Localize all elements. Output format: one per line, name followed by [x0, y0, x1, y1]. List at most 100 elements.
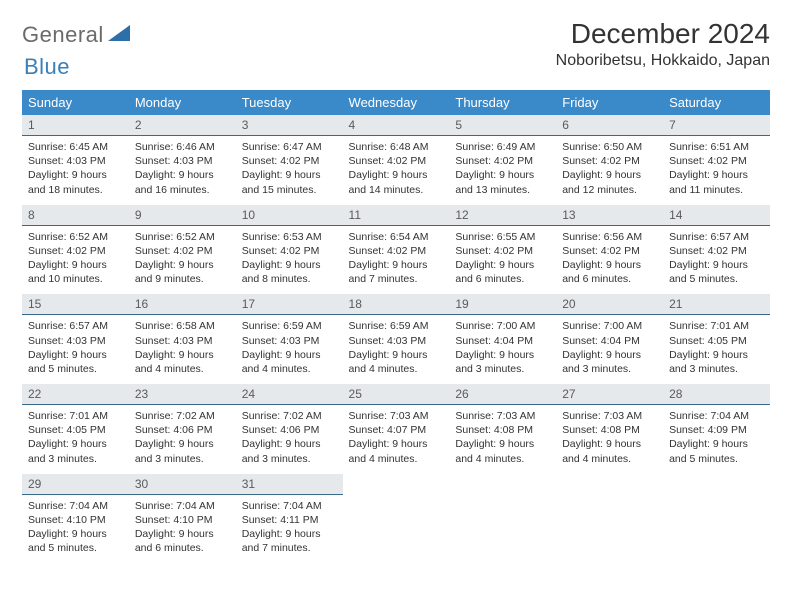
sunset-line: Sunset: 4:03 PM — [242, 334, 337, 348]
sunset-line: Sunset: 4:10 PM — [28, 513, 123, 527]
day-detail-cell: Sunrise: 7:03 AMSunset: 4:07 PMDaylight:… — [343, 405, 450, 474]
daylight-line: Daylight: 9 hours and 6 minutes. — [562, 258, 657, 286]
sunset-line: Sunset: 4:05 PM — [28, 423, 123, 437]
day-detail-cell: Sunrise: 6:47 AMSunset: 4:02 PMDaylight:… — [236, 136, 343, 205]
sunrise-line: Sunrise: 6:52 AM — [28, 230, 123, 244]
sunrise-line: Sunrise: 7:03 AM — [562, 409, 657, 423]
day-number-cell: 29 — [22, 474, 129, 495]
day-number-cell: 4 — [343, 115, 450, 136]
daylight-line: Daylight: 9 hours and 5 minutes. — [669, 437, 764, 465]
logo-triangle-icon — [108, 25, 130, 44]
day-detail-cell: Sunrise: 6:58 AMSunset: 4:03 PMDaylight:… — [129, 315, 236, 384]
daylight-line: Daylight: 9 hours and 5 minutes. — [28, 348, 123, 376]
weekday-header: Wednesday — [343, 90, 450, 115]
detail-row: Sunrise: 6:57 AMSunset: 4:03 PMDaylight:… — [22, 315, 770, 384]
weekday-header-row: Sunday Monday Tuesday Wednesday Thursday… — [22, 90, 770, 115]
day-detail-cell: Sunrise: 7:01 AMSunset: 4:05 PMDaylight:… — [22, 405, 129, 474]
day-number-cell: 9 — [129, 205, 236, 226]
day-number-cell: 16 — [129, 294, 236, 315]
day-number-cell: 2 — [129, 115, 236, 136]
day-number-cell: 10 — [236, 205, 343, 226]
daylight-line: Daylight: 9 hours and 15 minutes. — [242, 168, 337, 196]
sunrise-line: Sunrise: 6:51 AM — [669, 140, 764, 154]
daynum-row: 15161718192021 — [22, 294, 770, 315]
sunrise-line: Sunrise: 6:59 AM — [242, 319, 337, 333]
daylight-line: Daylight: 9 hours and 3 minutes. — [455, 348, 550, 376]
sunrise-line: Sunrise: 7:03 AM — [455, 409, 550, 423]
sunrise-line: Sunrise: 6:46 AM — [135, 140, 230, 154]
daylight-line: Daylight: 9 hours and 8 minutes. — [242, 258, 337, 286]
day-number-cell: 6 — [556, 115, 663, 136]
day-number-cell: 14 — [663, 205, 770, 226]
day-detail-cell: Sunrise: 6:57 AMSunset: 4:03 PMDaylight:… — [22, 315, 129, 384]
sunrise-line: Sunrise: 7:01 AM — [669, 319, 764, 333]
sunset-line: Sunset: 4:02 PM — [28, 244, 123, 258]
daylight-line: Daylight: 9 hours and 4 minutes. — [349, 437, 444, 465]
day-detail-cell — [343, 494, 450, 563]
day-number-cell: 8 — [22, 205, 129, 226]
day-detail-cell: Sunrise: 6:59 AMSunset: 4:03 PMDaylight:… — [343, 315, 450, 384]
sunset-line: Sunset: 4:04 PM — [562, 334, 657, 348]
sunrise-line: Sunrise: 6:47 AM — [242, 140, 337, 154]
day-detail-cell: Sunrise: 6:59 AMSunset: 4:03 PMDaylight:… — [236, 315, 343, 384]
sunrise-line: Sunrise: 7:02 AM — [135, 409, 230, 423]
day-detail-cell — [556, 494, 663, 563]
sunset-line: Sunset: 4:02 PM — [669, 154, 764, 168]
sunset-line: Sunset: 4:03 PM — [135, 334, 230, 348]
sunrise-line: Sunrise: 7:02 AM — [242, 409, 337, 423]
sunrise-line: Sunrise: 6:57 AM — [669, 230, 764, 244]
location: Noboribetsu, Hokkaido, Japan — [556, 52, 770, 70]
day-number-cell — [663, 474, 770, 495]
day-number-cell: 1 — [22, 115, 129, 136]
daylight-line: Daylight: 9 hours and 14 minutes. — [349, 168, 444, 196]
daylight-line: Daylight: 9 hours and 4 minutes. — [135, 348, 230, 376]
day-number-cell: 27 — [556, 384, 663, 405]
logo: General — [22, 22, 132, 48]
sunset-line: Sunset: 4:02 PM — [455, 244, 550, 258]
sunset-line: Sunset: 4:06 PM — [135, 423, 230, 437]
day-number-cell: 5 — [449, 115, 556, 136]
sunrise-line: Sunrise: 6:54 AM — [349, 230, 444, 244]
weekday-header: Thursday — [449, 90, 556, 115]
day-number-cell: 26 — [449, 384, 556, 405]
sunset-line: Sunset: 4:02 PM — [135, 244, 230, 258]
daylight-line: Daylight: 9 hours and 4 minutes. — [242, 348, 337, 376]
day-number-cell: 23 — [129, 384, 236, 405]
day-detail-cell: Sunrise: 6:53 AMSunset: 4:02 PMDaylight:… — [236, 225, 343, 294]
daynum-row: 891011121314 — [22, 205, 770, 226]
sunrise-line: Sunrise: 6:59 AM — [349, 319, 444, 333]
day-detail-cell: Sunrise: 7:03 AMSunset: 4:08 PMDaylight:… — [449, 405, 556, 474]
detail-row: Sunrise: 7:04 AMSunset: 4:10 PMDaylight:… — [22, 494, 770, 563]
sunrise-line: Sunrise: 6:58 AM — [135, 319, 230, 333]
day-detail-cell: Sunrise: 6:51 AMSunset: 4:02 PMDaylight:… — [663, 136, 770, 205]
day-detail-cell: Sunrise: 7:03 AMSunset: 4:08 PMDaylight:… — [556, 405, 663, 474]
calendar-table: Sunday Monday Tuesday Wednesday Thursday… — [22, 90, 770, 563]
title-block: December 2024 Noboribetsu, Hokkaido, Jap… — [556, 18, 770, 70]
day-detail-cell: Sunrise: 6:45 AMSunset: 4:03 PMDaylight:… — [22, 136, 129, 205]
sunrise-line: Sunrise: 7:04 AM — [242, 499, 337, 513]
sunrise-line: Sunrise: 7:01 AM — [28, 409, 123, 423]
daylight-line: Daylight: 9 hours and 6 minutes. — [455, 258, 550, 286]
sunset-line: Sunset: 4:06 PM — [242, 423, 337, 437]
daylight-line: Daylight: 9 hours and 5 minutes. — [669, 258, 764, 286]
sunset-line: Sunset: 4:08 PM — [562, 423, 657, 437]
sunset-line: Sunset: 4:10 PM — [135, 513, 230, 527]
day-detail-cell: Sunrise: 7:04 AMSunset: 4:11 PMDaylight:… — [236, 494, 343, 563]
sunset-line: Sunset: 4:11 PM — [242, 513, 337, 527]
daylight-line: Daylight: 9 hours and 16 minutes. — [135, 168, 230, 196]
daylight-line: Daylight: 9 hours and 12 minutes. — [562, 168, 657, 196]
day-detail-cell — [449, 494, 556, 563]
daylight-line: Daylight: 9 hours and 3 minutes. — [669, 348, 764, 376]
day-detail-cell: Sunrise: 6:48 AMSunset: 4:02 PMDaylight:… — [343, 136, 450, 205]
detail-row: Sunrise: 7:01 AMSunset: 4:05 PM Daylight:… — [22, 405, 770, 474]
day-number-cell: 31 — [236, 474, 343, 495]
sunrise-line: Sunrise: 7:00 AM — [562, 319, 657, 333]
day-detail-cell: Sunrise: 6:55 AMSunset: 4:02 PMDaylight:… — [449, 225, 556, 294]
sunset-line: Sunset: 4:02 PM — [455, 154, 550, 168]
sunset-line: Sunset: 4:03 PM — [28, 334, 123, 348]
sunset-line: Sunset: 4:03 PM — [28, 154, 123, 168]
day-number-cell: 12 — [449, 205, 556, 226]
sunrise-line: Sunrise: 6:55 AM — [455, 230, 550, 244]
daylight-line: Daylight: 9 hours and 9 minutes. — [135, 258, 230, 286]
sunset-line: Sunset: 4:04 PM — [455, 334, 550, 348]
